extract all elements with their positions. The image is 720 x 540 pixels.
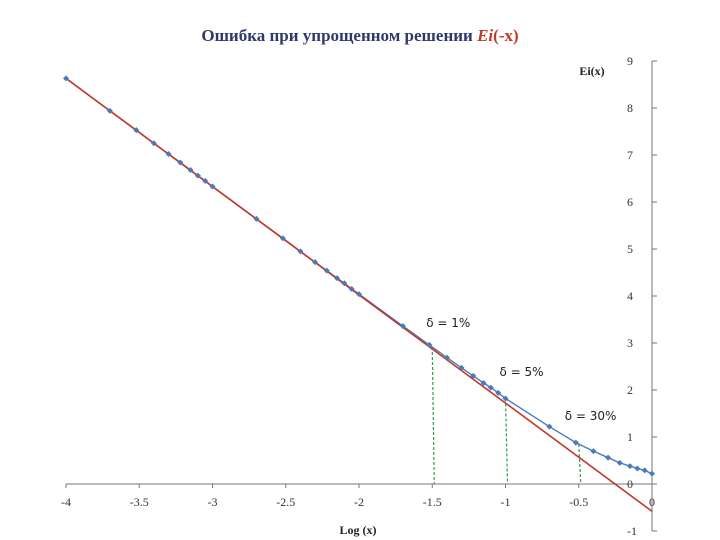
data-point bbox=[312, 259, 319, 266]
data-point bbox=[63, 75, 69, 82]
x-tick-label: -1.5 bbox=[423, 495, 442, 509]
data-point bbox=[106, 107, 113, 114]
data-point bbox=[187, 167, 194, 174]
x-tick-label: -3 bbox=[208, 495, 218, 509]
axes-group: -4 -3.5 -3 -2.5 -2 -1.5 -1 -0.5 0 9 8 7 6 5 4 3 2 1 0 -1 bbox=[61, 54, 657, 538]
x-tick-label: -2 bbox=[354, 495, 364, 509]
x-tick-label: -4 bbox=[61, 495, 71, 509]
drop-line bbox=[431, 346, 435, 485]
data-point bbox=[458, 364, 465, 371]
data-point bbox=[297, 248, 304, 255]
data-point bbox=[202, 177, 209, 184]
drop-line bbox=[578, 444, 582, 485]
data-point bbox=[150, 140, 157, 147]
y-tick-label: 0 bbox=[627, 477, 633, 491]
x-tick-label: 0 bbox=[649, 495, 655, 509]
y-tick-label: -1 bbox=[627, 524, 637, 538]
data-point bbox=[572, 439, 579, 446]
data-point bbox=[133, 127, 140, 134]
y-axis-label: Ei(x) bbox=[579, 64, 604, 78]
y-tick-label: 3 bbox=[627, 336, 633, 350]
data-point bbox=[177, 159, 184, 166]
data-point bbox=[194, 172, 201, 179]
data-point bbox=[323, 267, 330, 274]
data-point bbox=[334, 275, 341, 282]
y-tick-label: 4 bbox=[627, 289, 633, 303]
data-point bbox=[209, 183, 216, 190]
data-point bbox=[487, 384, 494, 391]
data-point bbox=[605, 454, 612, 461]
data-point bbox=[502, 395, 509, 402]
data-point bbox=[356, 291, 362, 298]
x-tick-label: -0.5 bbox=[569, 495, 588, 509]
data-point bbox=[616, 459, 623, 466]
delta-annotation: δ = 5% bbox=[500, 365, 544, 379]
data-point bbox=[443, 354, 450, 361]
annotations-group: δ = 1% δ = 5% δ = 30% bbox=[426, 316, 616, 423]
y-tick-label: 8 bbox=[627, 101, 633, 115]
chart-title: Ошибка при упрощенном решении Ei(-x) bbox=[0, 26, 720, 46]
drop-line bbox=[504, 398, 509, 485]
x-tick-label: -2.5 bbox=[276, 495, 295, 509]
title-arg: (-x) bbox=[493, 26, 519, 45]
markers-group bbox=[63, 75, 655, 477]
data-point bbox=[279, 235, 286, 242]
y-tick-label: 7 bbox=[627, 148, 633, 162]
data-point bbox=[590, 448, 597, 455]
x-tick-label: -3.5 bbox=[130, 495, 149, 509]
data-point bbox=[649, 470, 655, 477]
data-point bbox=[470, 372, 477, 379]
data-point bbox=[480, 379, 487, 386]
title-ei: Ei bbox=[477, 26, 494, 45]
data-point bbox=[627, 463, 634, 470]
drop-lines-group bbox=[431, 346, 582, 485]
y-tick-label: 6 bbox=[627, 195, 633, 209]
y-tick-label: 2 bbox=[627, 383, 633, 397]
data-point bbox=[426, 341, 433, 348]
data-point bbox=[634, 465, 641, 472]
delta-annotation: δ = 30% bbox=[565, 409, 617, 423]
delta-annotation: δ = 1% bbox=[426, 316, 470, 330]
data-point bbox=[341, 280, 348, 287]
data-point bbox=[641, 467, 648, 474]
x-tick-label: -1 bbox=[501, 495, 511, 509]
data-point bbox=[546, 423, 553, 430]
data-point bbox=[399, 323, 406, 330]
data-point bbox=[165, 151, 172, 158]
y-tick-label: 1 bbox=[627, 430, 633, 444]
y-tick-label: 5 bbox=[627, 242, 633, 256]
data-point bbox=[348, 285, 355, 292]
y-tick-label: 9 bbox=[627, 54, 633, 68]
title-main: Ошибка при упрощенном решении bbox=[201, 26, 478, 45]
data-point bbox=[495, 389, 502, 396]
x-axis-label: Log (x) bbox=[340, 523, 377, 537]
data-point bbox=[253, 215, 260, 222]
